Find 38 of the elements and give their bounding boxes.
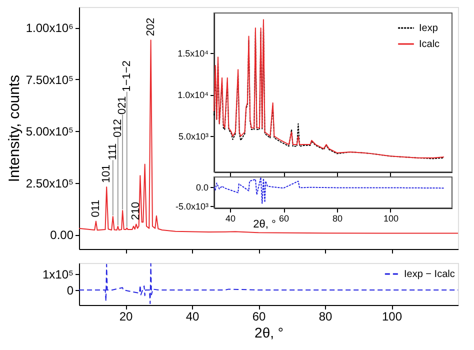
- annotation: 011: [90, 200, 102, 218]
- x-tick-label: 60: [252, 310, 266, 324]
- y-tick-label: 5.0x10³: [178, 132, 208, 142]
- legend-label: Iexp − Icalc: [404, 269, 455, 280]
- x-tick-label: 40: [186, 310, 200, 324]
- y-tick-label: 1x10⁵: [42, 268, 74, 282]
- annotation: 1−1−2: [120, 60, 133, 92]
- y-tick-label: 1.00x10⁶: [26, 21, 74, 36]
- annotation: 012: [112, 118, 124, 138]
- y-tick-label: 0: [66, 283, 74, 298]
- x-tick-label: 20: [119, 310, 134, 324]
- y-tick-label: 0.0: [196, 182, 208, 192]
- annotation: 101: [100, 164, 113, 183]
- line-series: [79, 263, 458, 304]
- legend-label: Icalc: [419, 39, 440, 50]
- y-tick-label: 1.0x10⁴: [178, 90, 209, 100]
- y-tick-label: 1.5x10⁴: [178, 48, 209, 58]
- line-series: [79, 40, 458, 234]
- y-tick-label: 5.00x10⁵: [26, 124, 74, 139]
- annotation: 021: [116, 96, 129, 115]
- x-tick-label: 60: [279, 214, 290, 224]
- annotation: 202: [144, 18, 157, 36]
- x-tick-label: 40: [226, 214, 236, 224]
- y-axis-title: Intensity, counts: [6, 74, 23, 182]
- x-axis-title: 2θ, °: [253, 218, 276, 230]
- y-tick-label: -5.0x10³: [175, 202, 208, 212]
- x-tick-label: 100: [383, 214, 399, 224]
- x-tick-label: 80: [318, 310, 333, 324]
- y-tick-label: 2.50x10⁵: [26, 176, 74, 190]
- x-tick-label: 100: [382, 310, 402, 324]
- annotation: 210: [130, 202, 142, 220]
- y-tick-label: 7.50x10⁵: [26, 72, 74, 87]
- annotation: 111: [106, 143, 119, 160]
- x-tick-label: 80: [332, 214, 343, 224]
- y-tick-label: 0.00: [50, 228, 74, 242]
- legend-label: Iexp: [419, 23, 438, 34]
- line-series: [214, 176, 444, 204]
- x-axis-title: 2θ, °: [254, 324, 284, 340]
